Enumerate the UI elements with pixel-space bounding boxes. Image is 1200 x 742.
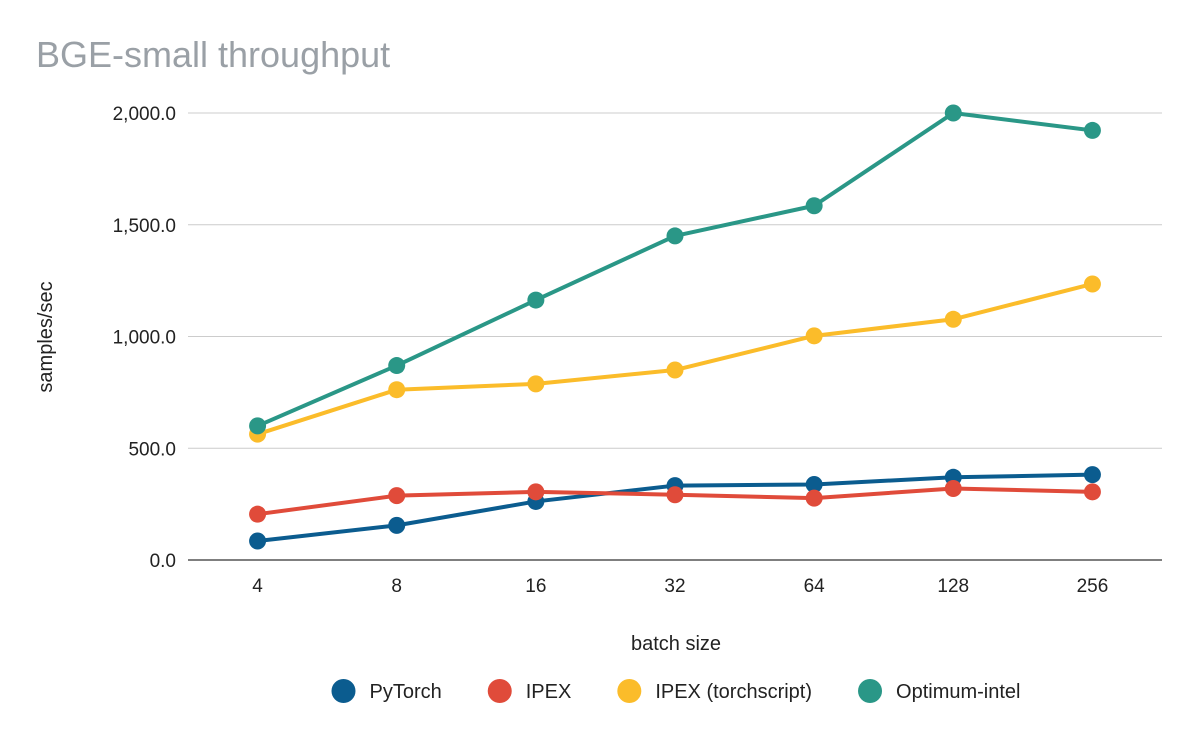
data-point [388,381,406,399]
legend-marker [858,679,883,703]
x-tick-label: 4 [252,576,263,597]
chart-title: BGE-small throughput [36,34,390,75]
data-point [944,310,962,328]
y-tick-label: 0.0 [150,551,176,572]
legend-label: IPEX [526,681,572,703]
y-tick-label: 500.0 [128,439,176,460]
legend-item: IPEX [487,679,572,703]
data-point [666,486,684,504]
y-tick-label: 1,000.0 [113,328,176,349]
x-tick-label: 256 [1077,576,1109,597]
legend-label: PyTorch [369,681,441,703]
series-line [256,111,1093,428]
data-point [388,516,406,534]
data-point [1083,483,1101,501]
data-point [388,487,406,505]
x-axis-title: batch size [631,633,721,655]
data-point [527,375,545,393]
data-point [666,361,684,379]
data-point [527,291,545,309]
x-tick-label: 64 [804,576,826,597]
data-point [1083,121,1101,139]
data-point [388,357,406,375]
data-point [1083,466,1101,484]
data-point [666,227,684,245]
data-point [249,417,267,435]
data-point [805,489,823,507]
x-axis-ticks: 4 8 16 32 64 128 256 [252,576,1108,597]
legend-label: IPEX (torchscript) [655,681,812,703]
data-point [527,483,545,501]
y-axis-ticks: 0.0 500.0 1,000.0 1,500.0 2,000.0 [113,104,176,572]
data-point [805,197,823,215]
data-point [944,479,962,497]
legend-label: Optimum-intel [896,681,1020,703]
legend-marker [487,679,512,703]
legend-item: Optimum-intel [858,679,1021,703]
data-point [249,532,267,550]
x-tick-label: 32 [664,576,685,597]
series-line [256,282,1093,437]
series-ipex [249,479,1101,523]
legend-marker [617,679,642,703]
y-tick-label: 1,500.0 [113,216,176,237]
x-tick-label: 8 [391,576,402,597]
data-point [249,505,267,523]
y-axis-title: samples/sec [35,281,57,392]
x-tick-label: 16 [525,576,546,597]
series-optimum-intel [249,104,1101,435]
data-point [805,327,823,345]
data-point [1083,275,1101,293]
series-ipex-torchscript [249,275,1101,443]
x-tick-label: 128 [937,576,969,597]
legend-item: IPEX (torchscript) [617,679,812,703]
data-point [805,475,823,493]
legend-marker [331,679,356,703]
gridlines [188,112,1162,561]
series [249,104,1101,550]
legend: PyTorch IPEX IPEX (torchscript) Optimum-int… [331,679,1021,703]
y-tick-label: 2,000.0 [113,104,176,125]
legend-item: PyTorch [331,679,442,703]
data-point [944,104,962,122]
series-pytorch [249,466,1101,550]
